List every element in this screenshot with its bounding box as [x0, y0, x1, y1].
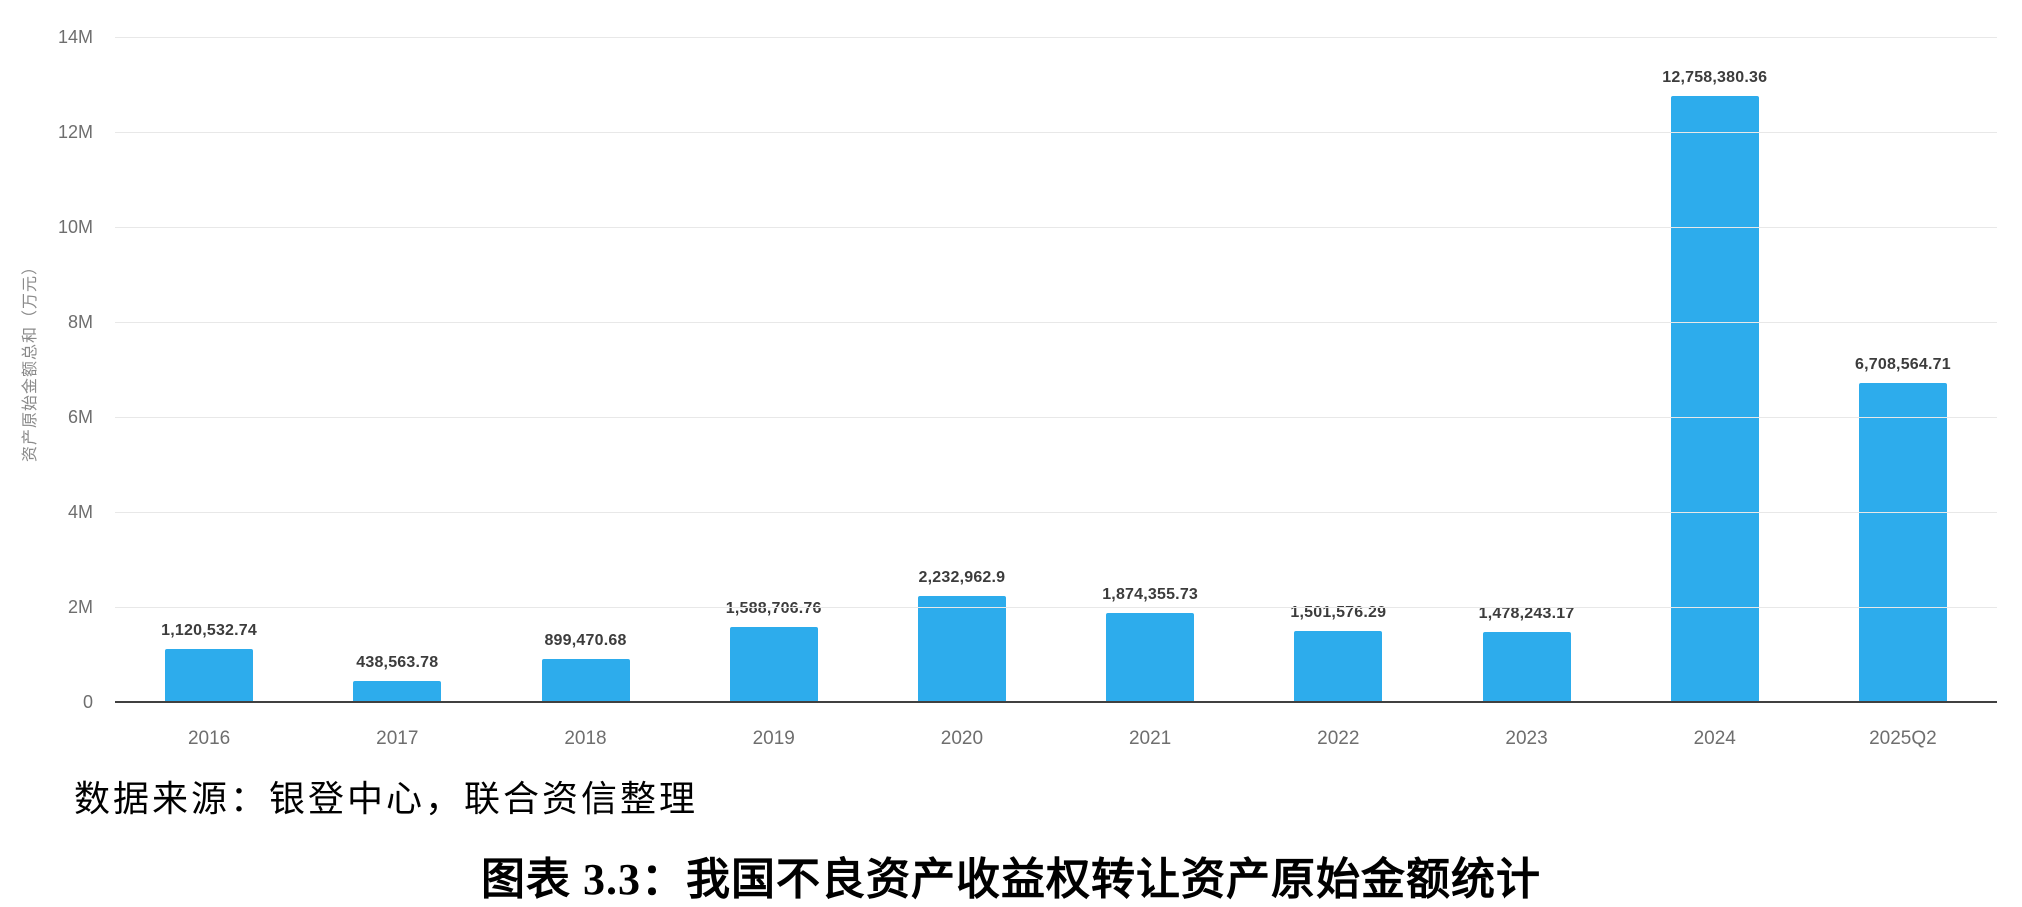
gridline [115, 227, 1997, 228]
y-tick-label: 6M [67, 407, 93, 427]
bar-slot: 1,501,576.29 2022 [1244, 37, 1432, 749]
bar-value-label: 1,120,532.74 [161, 621, 258, 639]
plot-area: 1,120,532.74 2016 438,563.78 2017 899,470.68… [115, 37, 1997, 749]
bar-value-label: 2,232,962.9 [918, 568, 1006, 586]
x-axis-line [115, 701, 1997, 703]
bar-value-label: 1,588,706.76 [725, 599, 822, 617]
y-tick-label: 4M [67, 502, 93, 522]
bar-value-label: 12,758,380.36 [1662, 68, 1768, 86]
x-axis-label: 2024 [1693, 728, 1736, 749]
bar-slot: 1,588,706.76 2019 [680, 37, 868, 749]
x-axis-label: 2016 [187, 728, 231, 749]
y-tick-label: 2M [67, 597, 93, 617]
y-tick-label: 12M [57, 122, 93, 142]
gridline [115, 37, 1997, 38]
y-tick-label: 14M [57, 27, 93, 47]
x-axis-label: 2025Q2 [1869, 728, 1937, 749]
chart-title: 图表 3.3：我国不良资产收益权转让资产原始金额统计 [481, 855, 1541, 904]
y-tick-label: 0 [82, 692, 93, 712]
bar-value-label: 1,478,243.17 [1478, 604, 1575, 622]
bar-2024 [1670, 95, 1759, 702]
y-tick-label: 10M [57, 217, 93, 237]
bar-2025Q2 [1858, 383, 1947, 702]
bar-2016 [165, 648, 254, 702]
bar-slot: 1,120,532.74 2016 [115, 37, 303, 749]
bar-value-label: 6,708,564.71 [1855, 356, 1951, 374]
x-axis-label: 2019 [752, 728, 795, 749]
bar-value-label: 1,874,355.73 [1102, 585, 1199, 603]
bars-row: 1,120,532.74 2016 438,563.78 2017 899,470.68… [115, 37, 1997, 749]
x-axis-label: 2021 [1128, 728, 1172, 749]
gridline [115, 512, 1997, 513]
bar-slot: 12,758,380.36 2024 [1621, 37, 1809, 749]
y-axis-title: 资产原始金额总和（万元） [22, 257, 39, 463]
gridline [115, 322, 1997, 323]
bar-2022 [1294, 630, 1383, 702]
bar-slot: 438,563.78 2017 [303, 37, 491, 749]
x-axis-label: 2020 [940, 728, 984, 749]
bar-2023 [1482, 631, 1571, 702]
bar-slot: 6,708,564.71 2025Q2 [1809, 37, 1997, 749]
bar-2019 [729, 626, 818, 702]
bar-2018 [541, 659, 630, 702]
y-tick-label: 8M [67, 312, 93, 332]
x-axis-label: 2022 [1317, 728, 1360, 749]
gridline [115, 132, 1997, 133]
bar-value-label: 899,470.68 [544, 632, 627, 650]
bar-slot: 899,470.68 2018 [491, 37, 679, 749]
x-axis-label: 2017 [376, 728, 419, 749]
bar-2021 [1106, 612, 1195, 702]
source-note: 数据来源：银登中心，联合资信整理 [74, 779, 699, 819]
bar-2017 [353, 681, 442, 702]
gridline [115, 607, 1997, 608]
gridline [115, 417, 1997, 418]
bar-slot: 1,874,355.73 2021 [1056, 37, 1244, 749]
bar-value-label: 438,563.78 [356, 654, 439, 672]
bar-slot: 1,478,243.17 2023 [1432, 37, 1620, 749]
bar-slot: 2,232,962.9 2020 [868, 37, 1056, 749]
x-axis-label: 2023 [1505, 728, 1548, 749]
x-axis-label: 2018 [564, 728, 607, 749]
bar-2020 [917, 595, 1006, 702]
